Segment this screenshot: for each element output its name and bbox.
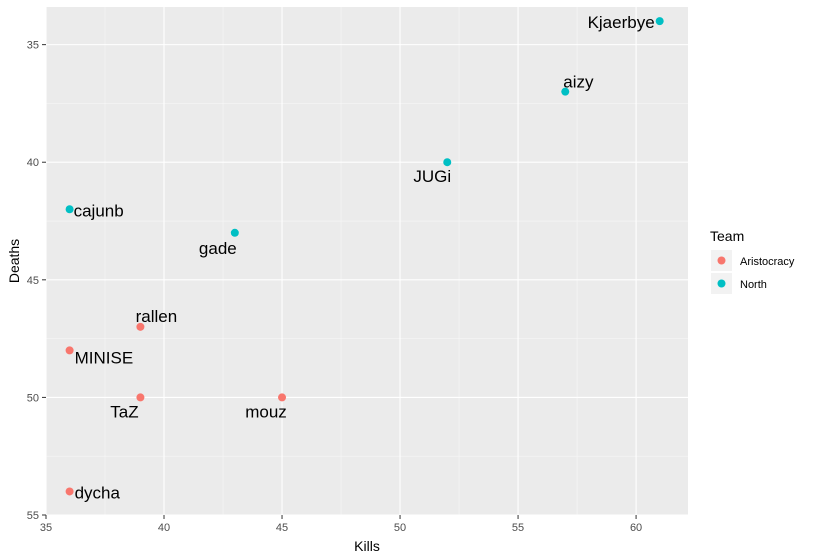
point-label-aizy: aizy — [563, 73, 594, 92]
data-points — [65, 17, 664, 496]
x-tick-label: 35 — [40, 522, 52, 534]
y-axis-ticks: 35 40 45 50 55 — [27, 40, 46, 522]
legend-entries: Aristocracy North — [711, 250, 795, 294]
point-label-cajunb: cajunb — [74, 201, 124, 220]
point-label-mouz: mouz — [245, 402, 287, 421]
legend: Team Aristocracy North — [710, 228, 795, 294]
legend-key-aristocracy — [717, 256, 726, 265]
data-point-gade — [230, 228, 239, 237]
x-axis-title: Kills — [354, 538, 380, 554]
major-gridlines — [45, 7, 688, 516]
y-tick-label: 55 — [27, 510, 39, 522]
data-point-aizy — [561, 87, 570, 96]
x-tick-label: 55 — [512, 522, 524, 534]
plot-panel — [46, 7, 688, 515]
x-tick-label: 40 — [158, 522, 170, 534]
legend-label-north: North — [740, 279, 767, 291]
legend-label-aristocracy: Aristocracy — [740, 256, 795, 268]
y-tick-label: 45 — [27, 275, 39, 287]
point-label-rallen: rallen — [136, 307, 178, 326]
data-point-taz — [136, 393, 145, 402]
point-label-taz: TaZ — [110, 402, 138, 421]
legend-title: Team — [710, 228, 744, 244]
x-tick-label: 45 — [276, 522, 288, 534]
point-label-kjaerbye: Kjaerbye — [588, 13, 655, 32]
point-label-jugi: JUGi — [413, 167, 451, 186]
data-point-rallen — [136, 322, 145, 331]
y-tick-label: 40 — [27, 157, 39, 169]
x-tick-label: 60 — [630, 522, 642, 534]
point-label-minise: MINISE — [75, 348, 134, 367]
point-label-gade: gade — [199, 239, 237, 258]
x-tick-label: 50 — [394, 522, 406, 534]
data-point-cajunb — [65, 205, 74, 214]
minor-gridlines — [46, 7, 688, 515]
y-axis-title: Deaths — [6, 239, 22, 283]
data-point-minise — [65, 346, 74, 355]
data-point-mouz — [278, 393, 287, 402]
point-label-dycha: dycha — [75, 483, 121, 502]
data-point-dycha — [65, 487, 74, 496]
x-axis-ticks: 35 40 45 50 55 60 — [40, 515, 642, 534]
y-tick-label: 35 — [27, 40, 39, 52]
point-labels: rallen MINISE TaZ mouz dycha Kjaerbye aizy JUGi… — [74, 13, 655, 502]
data-point-kjaerbye — [655, 17, 664, 26]
y-tick-label: 50 — [27, 392, 39, 404]
data-point-jugi — [443, 158, 452, 167]
legend-key-north — [717, 279, 726, 288]
